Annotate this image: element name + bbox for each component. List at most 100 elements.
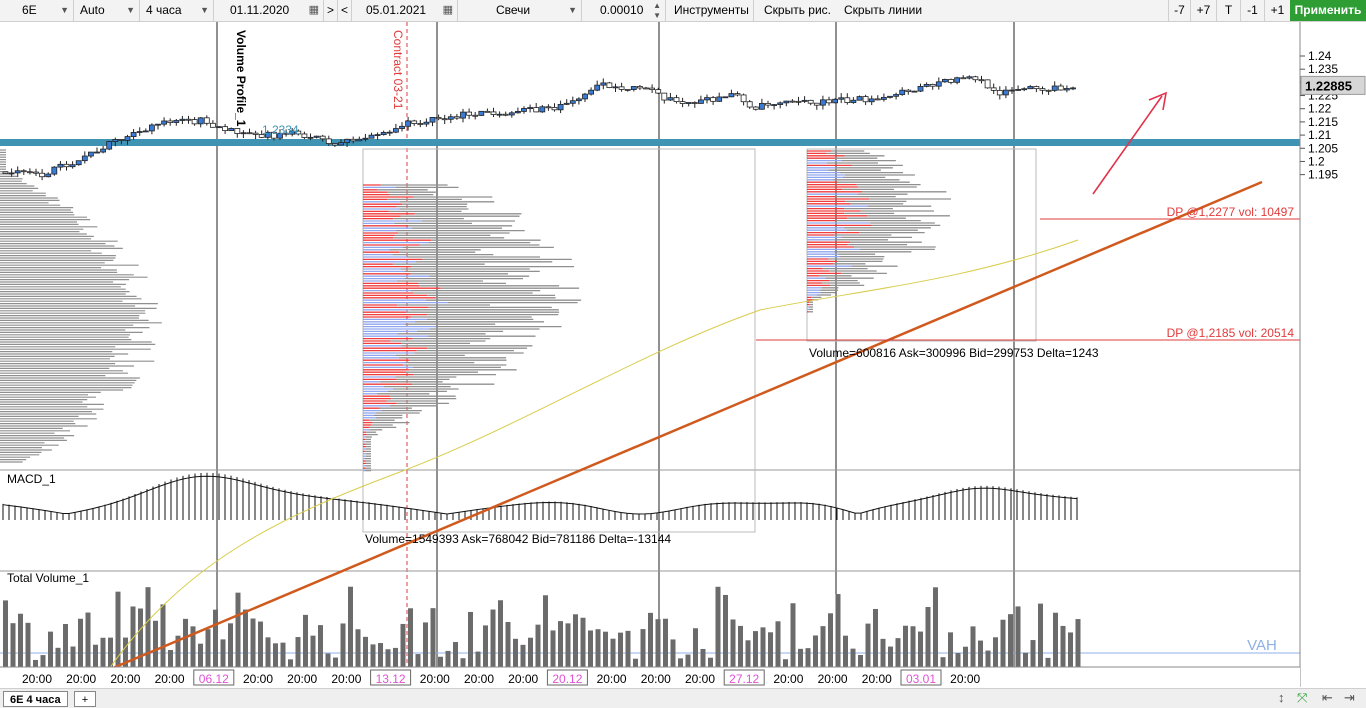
candle-body <box>2 171 9 174</box>
candle-body <box>942 79 948 83</box>
scroll-left-icon[interactable]: ⇤ <box>1322 690 1333 705</box>
volume-bar <box>880 638 886 670</box>
volume-bar <box>168 649 173 670</box>
volume-bar <box>790 603 796 670</box>
date-to-field[interactable]: 05.01.2021 ▦ <box>352 0 458 21</box>
candle-body <box>551 107 558 111</box>
price-tick-label: 1.205 <box>1308 141 1338 155</box>
today-button[interactable]: T <box>1216 0 1240 21</box>
candle-body <box>258 134 265 138</box>
scale-select[interactable]: Auto ▼ <box>74 0 140 21</box>
volume-bar <box>228 623 233 670</box>
chevron-down-icon: ▼ <box>60 5 69 15</box>
arrowhead <box>1148 91 1168 111</box>
volume-bar <box>430 608 436 670</box>
vertical-resize-icon[interactable]: ↕ <box>1278 690 1285 705</box>
candle-body <box>691 102 698 104</box>
next-button[interactable]: > <box>324 0 338 21</box>
tick-size-stepper[interactable]: 0.00010 ▲ ▼ <box>582 0 666 21</box>
candle-body <box>759 102 765 110</box>
volume-bar <box>48 631 53 670</box>
candle-body <box>472 114 479 117</box>
volume-bar <box>1038 603 1043 670</box>
candle-body <box>881 96 887 100</box>
candle-body <box>533 107 540 113</box>
candle-body <box>515 111 521 114</box>
candle-body <box>136 131 143 133</box>
candle-body <box>130 131 137 137</box>
fit-screen-icon[interactable]: ⤧ <box>1297 690 1308 705</box>
candle-body <box>576 98 582 102</box>
time-tick-label: 20:00 <box>773 672 803 686</box>
profile-stats-recent: Volume=600816 Ask=300996 Bid=299753 Delt… <box>809 346 1099 360</box>
candle-body <box>679 101 686 104</box>
volume-bar <box>460 658 466 670</box>
prev-button[interactable]: < <box>338 0 352 21</box>
candle-body <box>801 99 808 102</box>
date-from-field[interactable]: 01.11.2020 ▦ <box>214 0 324 21</box>
last-price-label: 1.22885 <box>1305 78 1352 93</box>
symbol-select[interactable]: 6E ▼ <box>0 0 74 21</box>
candle-body <box>1027 86 1034 90</box>
forecast-arrow <box>1092 95 1163 195</box>
volume-bar <box>768 632 773 670</box>
chart-type-select[interactable]: Свечи ▼ <box>458 0 582 21</box>
minus7-button[interactable]: -7 <box>1168 0 1190 21</box>
add-tab-button[interactable]: + <box>74 691 96 707</box>
plus1-button[interactable]: +1 <box>1264 0 1290 21</box>
price-chart[interactable]: 1,2334 Volume Profile_1 Contract 03-21 D… <box>0 22 1366 687</box>
spin-arrows-icon[interactable]: ▲ ▼ <box>653 1 661 20</box>
candle-body <box>996 90 1003 96</box>
candle-body <box>33 171 39 174</box>
candle-body <box>716 96 723 102</box>
candle-body <box>868 98 875 103</box>
candle-body <box>264 131 271 138</box>
volume-bar <box>565 623 571 670</box>
volume-bar <box>978 640 983 670</box>
dp-label-lower: DP @1,2185 vol: 20514 <box>1167 326 1295 340</box>
time-tick-label: 20:00 <box>508 672 538 686</box>
volume-bar <box>685 654 691 670</box>
candle-body <box>441 118 448 121</box>
date-highlight-box <box>193 669 235 686</box>
volume-bar <box>550 630 556 670</box>
chart-canvas[interactable]: 1,2334 Volume Profile_1 Contract 03-21 D… <box>0 22 1366 687</box>
price-tick-label: 1.22 <box>1308 102 1332 116</box>
time-tick-label: 13.12 <box>376 672 406 686</box>
volume-bar <box>25 622 31 670</box>
scroll-right-icon[interactable]: ⇥ <box>1344 690 1355 705</box>
volume-bar <box>3 600 8 670</box>
candle-body <box>1070 87 1076 90</box>
instruments-button[interactable]: Инструменты <box>666 0 754 21</box>
minus1-button[interactable]: -1 <box>1240 0 1264 21</box>
candle-body <box>392 128 399 133</box>
candle-body <box>88 151 94 157</box>
volume-bar <box>603 631 608 670</box>
volume-bar <box>940 657 946 670</box>
tab-6e-4h[interactable]: 6E 4 часа <box>3 691 68 707</box>
hide-drawings-button[interactable]: Скрыть рис. <box>764 3 832 17</box>
candle-body <box>948 79 954 83</box>
dp-label-upper: DP @1,2277 vol: 10497 <box>1167 205 1295 219</box>
volume-bar <box>145 587 151 670</box>
candle-body <box>704 97 710 101</box>
timeframe-select[interactable]: 4 часа ▼ <box>140 0 214 21</box>
volume-bar <box>160 604 166 670</box>
volume-bar <box>955 653 961 670</box>
apply-button[interactable]: Применить <box>1290 0 1366 21</box>
candle-body <box>502 113 509 116</box>
candle-body <box>606 82 613 88</box>
candle-body <box>417 123 424 125</box>
candle-body <box>270 131 277 139</box>
plus7-button[interactable]: +7 <box>1190 0 1216 21</box>
time-axis-background <box>0 667 1300 687</box>
volume-bar <box>1068 632 1073 670</box>
candle-body <box>399 125 405 129</box>
candle-body <box>643 87 649 90</box>
volume-bar <box>858 654 863 670</box>
volume-bar <box>303 614 308 670</box>
candle-body <box>521 108 527 112</box>
hide-lines-button[interactable]: Скрыть линии <box>844 3 923 17</box>
candle-body <box>545 106 552 109</box>
candle-body <box>118 139 125 141</box>
